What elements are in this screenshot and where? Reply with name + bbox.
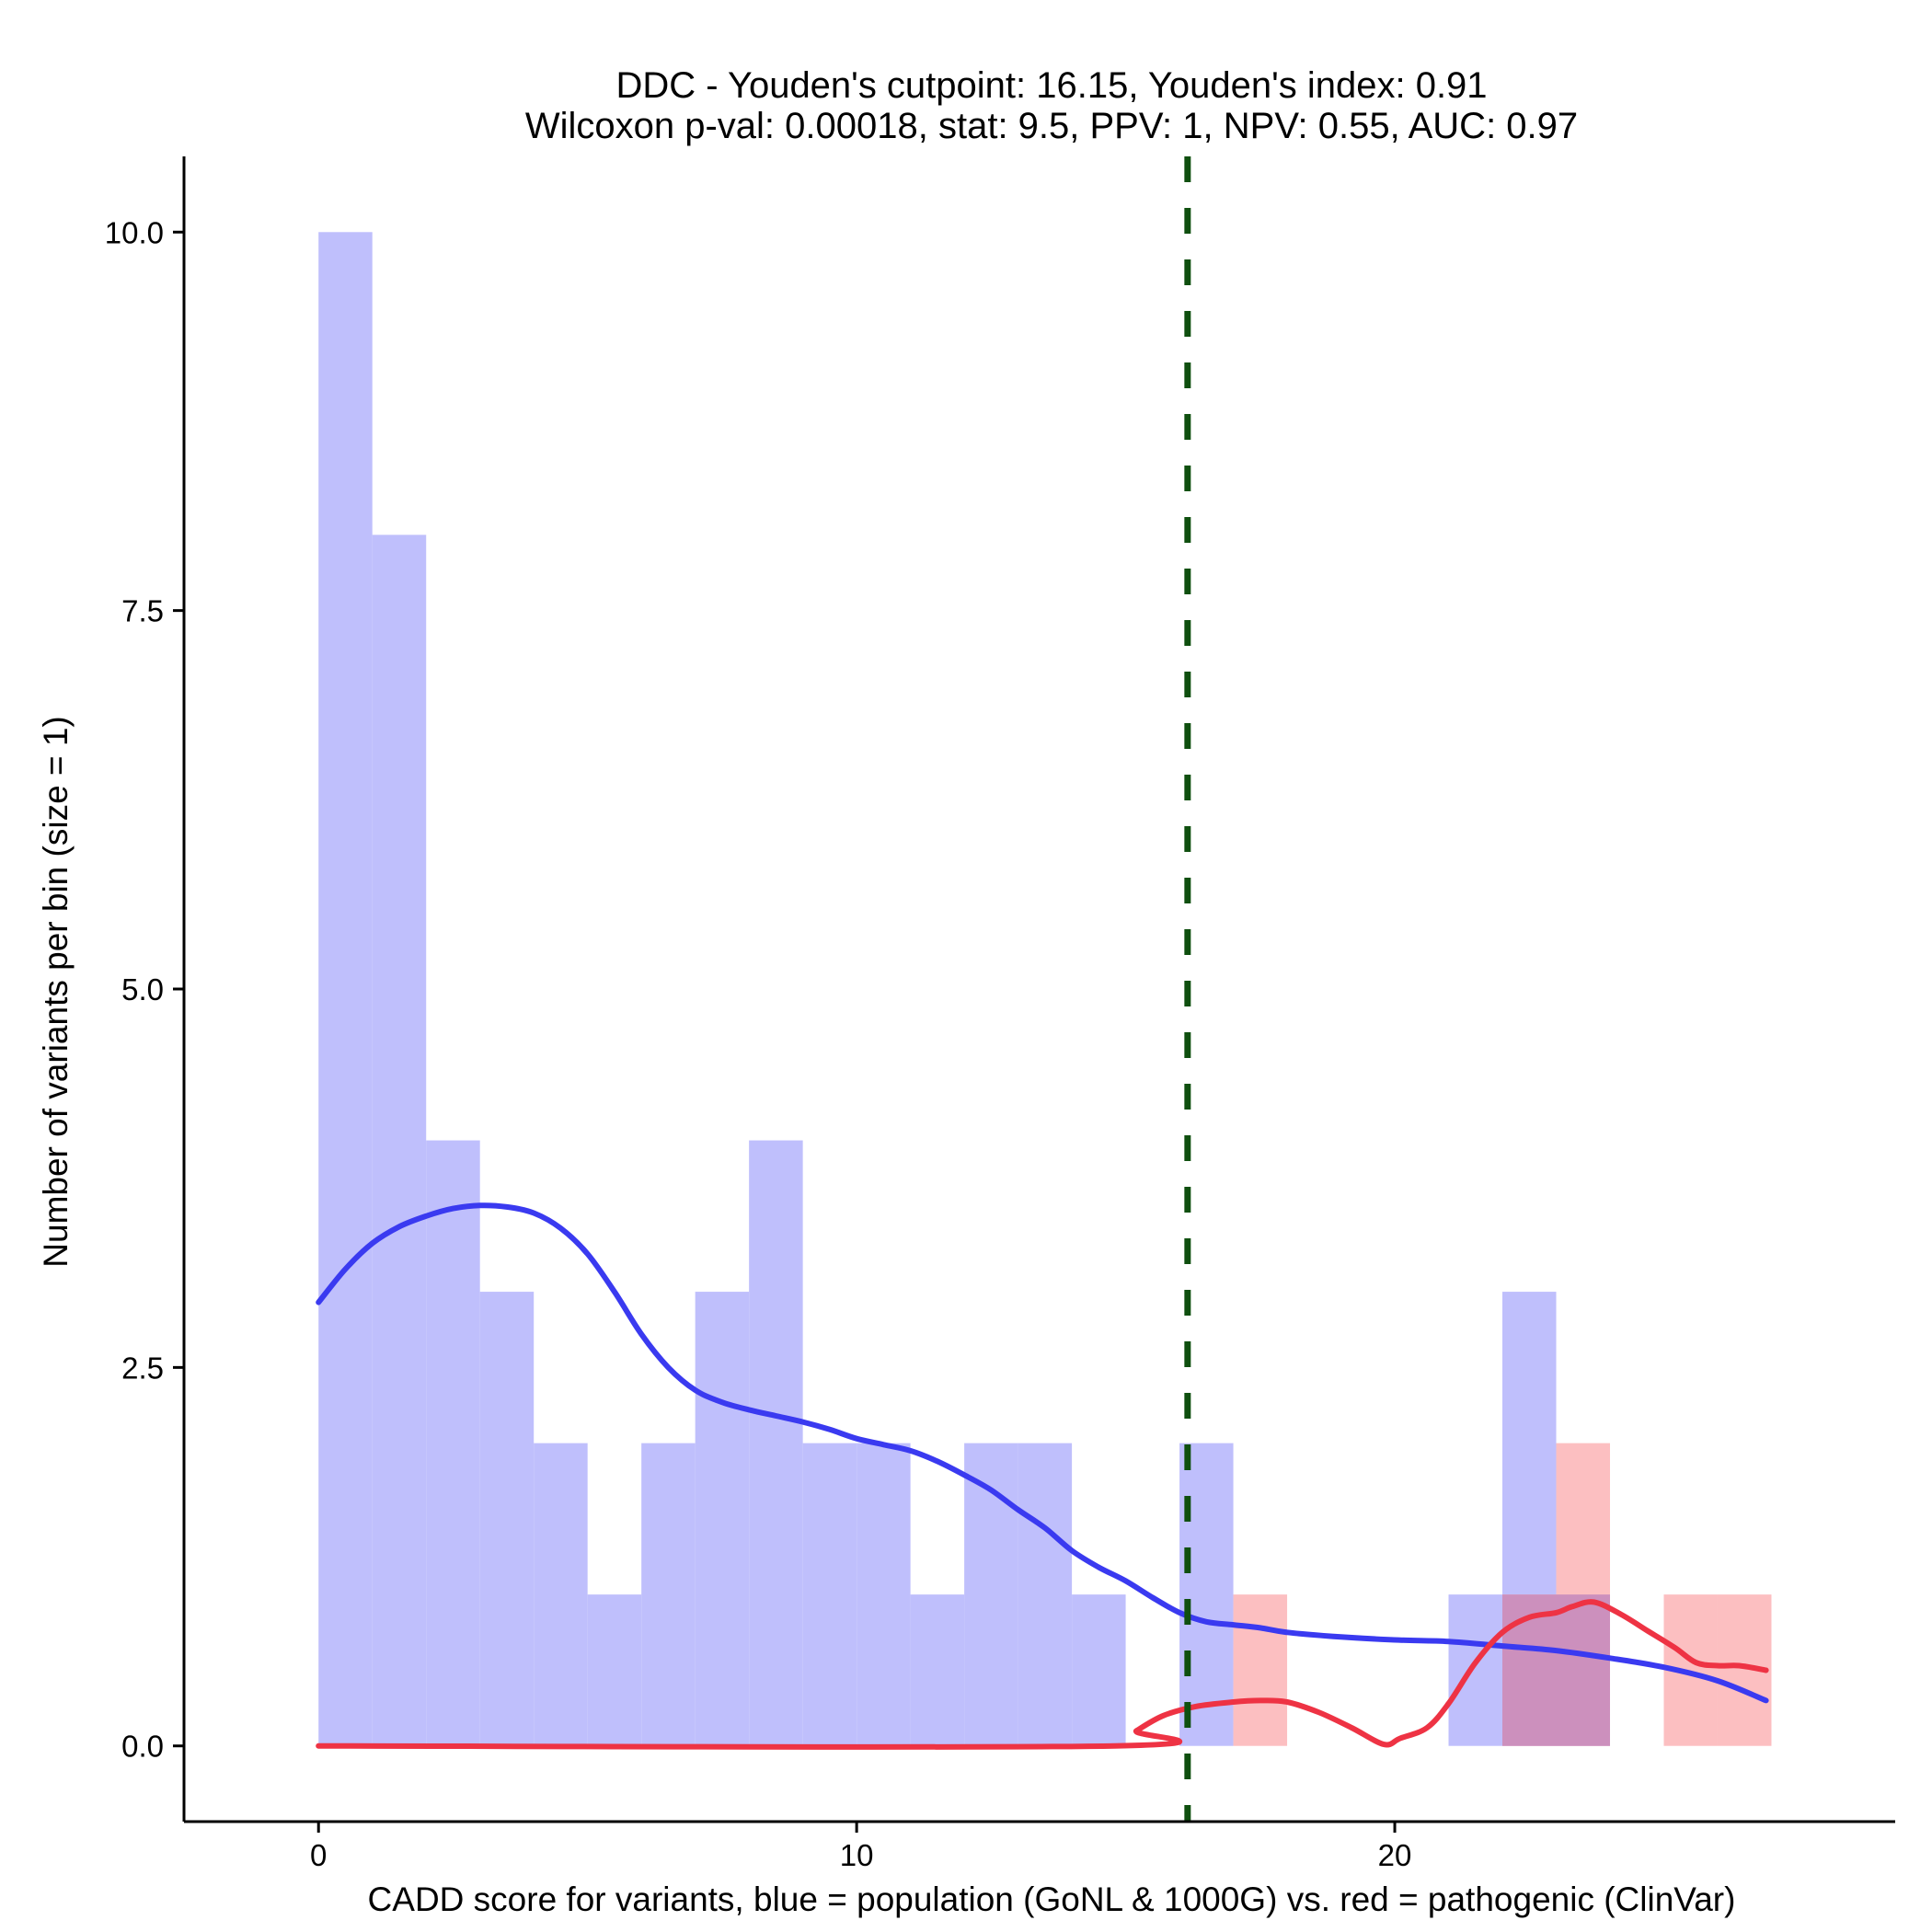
chart-title-line-2: Wilcoxon p-val: 0.00018, stat: 9.5, PPV:… bbox=[525, 106, 1578, 146]
chart-title: DDC - Youden's cutpoint: 16.15, Youden's… bbox=[525, 65, 1578, 146]
y-tick-label-2.5: 2.5 bbox=[121, 1351, 164, 1385]
tick-labels: 0 10 20 0.0 2.5 5.0 7.5 10.0 bbox=[105, 215, 1412, 1872]
y-axis-label: Number of variants per bin (size = 1) bbox=[37, 716, 75, 1267]
population-bar-10 bbox=[857, 1443, 911, 1746]
chart-title-line-1: DDC - Youden's cutpoint: 16.15, Youden's… bbox=[615, 65, 1487, 106]
population-bar-11 bbox=[910, 1594, 965, 1746]
population-bar-1 bbox=[372, 535, 427, 1746]
population-bar-3 bbox=[479, 1292, 535, 1746]
y-tick-label-0: 0.0 bbox=[121, 1730, 164, 1764]
population-bar-2 bbox=[426, 1140, 480, 1746]
population-bar-16 bbox=[1179, 1443, 1234, 1746]
population-bar-8 bbox=[749, 1140, 803, 1746]
x-tick-label-0: 0 bbox=[310, 1838, 327, 1872]
y-tick-label-7.5: 7.5 bbox=[121, 594, 164, 628]
population-bar-14 bbox=[1072, 1594, 1126, 1746]
population-bar-7 bbox=[695, 1292, 750, 1746]
x-tick-label-20: 20 bbox=[1378, 1838, 1412, 1872]
y-tick-label-10: 10.0 bbox=[105, 215, 164, 249]
y-tick-label-5: 5.0 bbox=[121, 972, 164, 1006]
population-bar-9 bbox=[802, 1443, 857, 1746]
population-bars bbox=[318, 232, 1610, 1746]
population-bar-6 bbox=[641, 1443, 696, 1746]
density-curves bbox=[316, 1202, 1769, 1750]
overlap-bars bbox=[1502, 1594, 1610, 1746]
pathogenic-density-line bbox=[316, 1599, 1769, 1750]
population-bar-13 bbox=[1018, 1443, 1073, 1746]
population-bar-4 bbox=[534, 1443, 588, 1746]
population-bar-0 bbox=[318, 232, 373, 1746]
population-density-line bbox=[316, 1202, 1769, 1704]
x-tick-label-10: 10 bbox=[840, 1838, 874, 1872]
x-axis-label: CADD score for variants, blue = populati… bbox=[368, 1880, 1736, 1918]
population-bar-5 bbox=[587, 1594, 642, 1746]
pathogenic-bar-17 bbox=[1233, 1594, 1288, 1746]
overlap-bar-23 bbox=[1556, 1594, 1610, 1746]
population-bar-12 bbox=[964, 1443, 1018, 1746]
population-bar-21 bbox=[1448, 1594, 1503, 1746]
